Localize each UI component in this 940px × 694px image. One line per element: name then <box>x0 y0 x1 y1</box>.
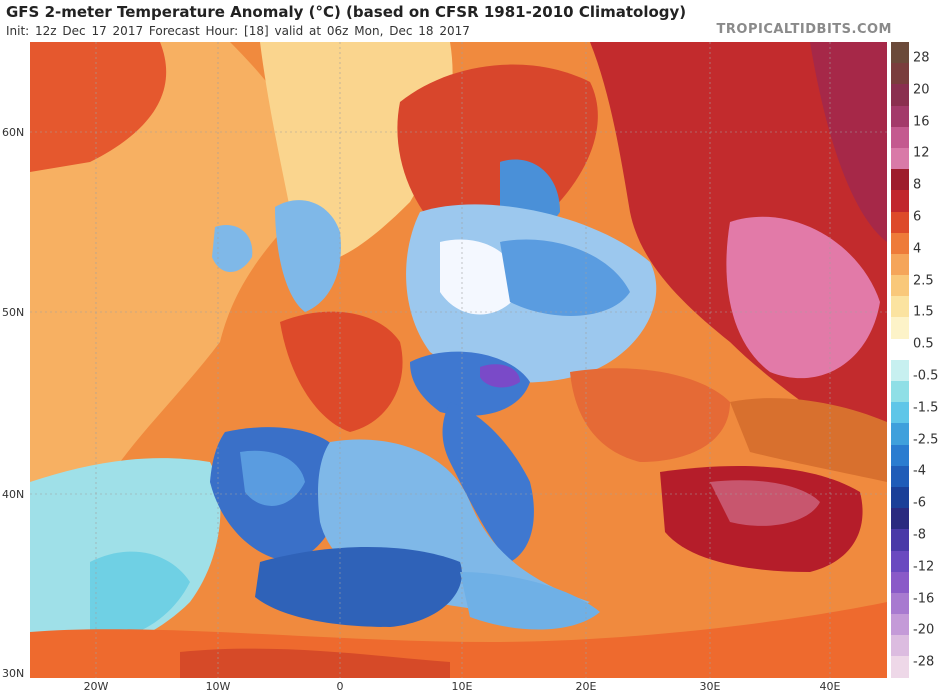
header: GFS 2-meter Temperature Anomaly (°C) (ba… <box>0 0 940 42</box>
colorbar-label: -4 <box>913 463 926 479</box>
latitude-label: 30N <box>2 667 25 680</box>
colorbar-label: -20 <box>913 622 935 638</box>
colorbar-label: -1.5 <box>913 400 939 416</box>
latitude-label: 40N <box>2 488 25 501</box>
colorbar-swatch <box>891 211 909 233</box>
colorbar-swatch <box>891 656 909 678</box>
colorbar-label: -28 <box>913 654 935 670</box>
brand-watermark[interactable]: TROPICALTIDBITS.COM <box>716 22 892 37</box>
longitude-label: 20W <box>83 680 109 693</box>
colorbar-swatch <box>891 402 909 424</box>
longitude-label: 40E <box>819 680 841 693</box>
colorbar-swatch <box>891 84 909 106</box>
colorbar-label: 20 <box>913 82 930 98</box>
latitude-label: 50N <box>2 306 25 319</box>
colorbar-label: 2.5 <box>913 273 934 288</box>
colorbar-swatch <box>891 508 909 530</box>
colorbar-swatch <box>891 296 909 318</box>
colorbar-label: 16 <box>913 114 930 129</box>
colorbar-label: -16 <box>913 591 935 606</box>
colorbar <box>891 42 909 678</box>
colorbar-swatch <box>891 338 909 360</box>
colorbar-swatch <box>891 275 909 297</box>
colorbar-label: -2.5 <box>913 432 939 447</box>
colorbar-swatch <box>891 444 909 466</box>
colorbar-label: -6 <box>913 495 926 511</box>
colorbar-label: 0.5 <box>913 336 934 352</box>
colorbar-swatch <box>891 190 909 212</box>
longitude-label: 30E <box>699 680 721 693</box>
longitude-label: 0 <box>336 680 344 693</box>
colorbar-swatch <box>891 105 909 127</box>
colorbar-label: 8 <box>913 177 922 193</box>
colorbar-swatch <box>891 486 909 509</box>
map-subtitle: Init: 12z Dec 17 2017 Forecast Hour: [18… <box>6 24 470 38</box>
colorbar-swatch <box>891 423 909 445</box>
colorbar-swatch <box>891 571 909 593</box>
longitude-label: 10W <box>205 680 231 693</box>
colorbar-swatch <box>891 381 909 403</box>
colorbar-swatch <box>891 550 909 572</box>
colorbar-swatch <box>891 147 909 170</box>
colorbar-swatch <box>891 253 909 276</box>
colorbar-swatch <box>891 169 909 191</box>
colorbar-swatch <box>891 232 909 254</box>
colorbar-label: -12 <box>913 559 935 575</box>
colorbar-label: 1.5 <box>913 304 934 320</box>
anomaly-map <box>30 42 887 678</box>
colorbar-swatch <box>891 359 909 381</box>
colorbar-swatch <box>891 63 909 85</box>
latitude-label: 60N <box>2 126 25 139</box>
longitude-label: 10E <box>451 680 473 693</box>
map-title: GFS 2-meter Temperature Anomaly (°C) (ba… <box>6 3 687 21</box>
colorbar-label: -0.5 <box>913 368 939 384</box>
colorbar-label: 12 <box>913 145 930 161</box>
colorbar-label: 4 <box>913 241 922 257</box>
colorbar-swatch <box>891 317 909 339</box>
colorbar-swatch <box>891 635 909 657</box>
colorbar-swatch <box>891 126 909 148</box>
colorbar-swatch <box>891 592 909 615</box>
colorbar-swatch <box>891 614 909 636</box>
colorbar-label: 28 <box>913 50 930 66</box>
colorbar-label: 6 <box>913 209 922 225</box>
colorbar-swatch <box>891 529 909 551</box>
colorbar-label: -8 <box>913 527 926 543</box>
colorbar-swatch <box>891 42 909 64</box>
longitude-label: 20E <box>575 680 597 693</box>
colorbar-swatch <box>891 465 909 487</box>
